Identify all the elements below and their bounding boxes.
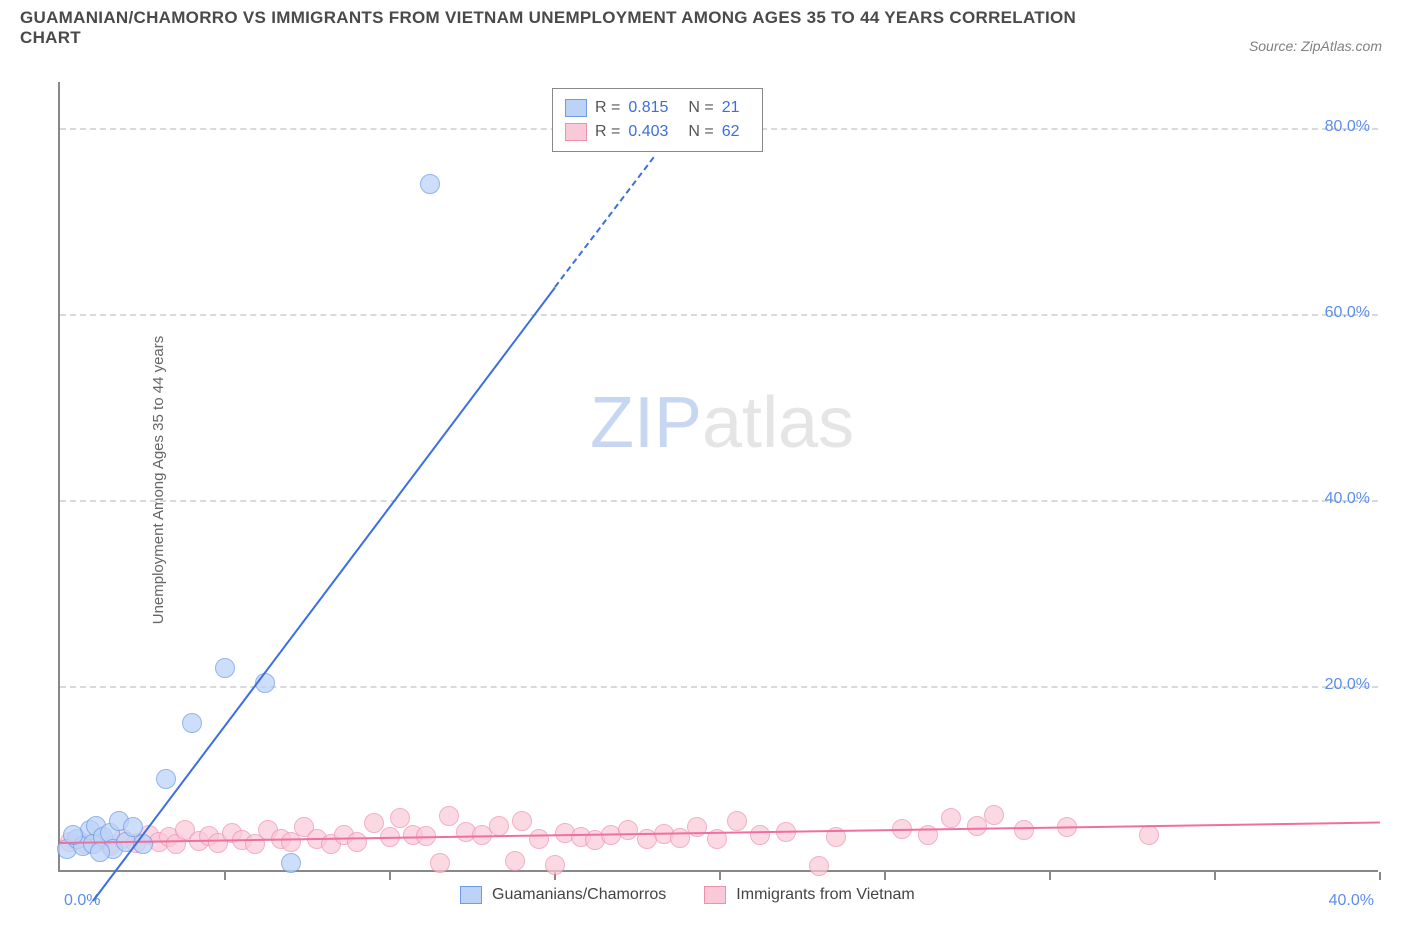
pink-point (809, 856, 829, 876)
trend-line-dashed (554, 157, 655, 288)
pink-point (1139, 825, 1159, 845)
y-tick-label: 80.0% (1325, 118, 1370, 136)
pink-point (529, 829, 549, 849)
pink-point (618, 820, 638, 840)
chart-plot-area: ZIPatlas 20.0%40.0%60.0%80.0%0.0%40.0%R … (58, 82, 1378, 872)
legend-r-value: 0.815 (628, 96, 680, 120)
blue-point (90, 842, 110, 862)
pink-point (687, 817, 707, 837)
legend-n-label: N = (688, 120, 713, 144)
watermark-atlas: atlas (702, 383, 854, 463)
x-tick-mark (1379, 872, 1381, 880)
legend-n-label: N = (688, 96, 713, 120)
x-tick-mark (719, 872, 721, 880)
pink-point (941, 808, 961, 828)
pink-point (489, 816, 509, 836)
legend-row: R = 0.403 N = 62 (565, 120, 750, 144)
legend-r-label: R = (595, 120, 620, 144)
x-tick-mark (1214, 872, 1216, 880)
pink-point (545, 855, 565, 875)
pink-point (727, 811, 747, 831)
series-legend: Guamanians/Chamorros Immigrants from Viet… (460, 886, 943, 904)
blue-point (281, 853, 301, 873)
x-tick-label: 40.0% (1329, 892, 1374, 910)
x-tick-mark (389, 872, 391, 880)
legend-swatch (460, 886, 482, 904)
legend-row: R = 0.815 N = 21 (565, 96, 750, 120)
x-tick-mark (884, 872, 886, 880)
pink-point (390, 808, 410, 828)
pink-point (430, 853, 450, 873)
gridline-horizontal (60, 500, 1378, 502)
watermark: ZIPatlas (590, 382, 854, 464)
pink-point (1014, 820, 1034, 840)
legend-n-value: 21 (722, 96, 750, 120)
legend-r-label: R = (595, 96, 620, 120)
pink-point (505, 851, 525, 871)
legend-series-label: Immigrants from Vietnam (736, 886, 914, 904)
correlation-legend: R = 0.815 N = 21 R = 0.403 N = 62 (552, 88, 763, 152)
trend-line (92, 287, 556, 902)
y-tick-label: 20.0% (1325, 676, 1370, 694)
pink-point (750, 825, 770, 845)
pink-point (984, 805, 1004, 825)
chart-title: GUAMANIAN/CHAMORRO VS IMMIGRANTS FROM VI… (20, 8, 1120, 48)
x-tick-mark (1049, 872, 1051, 880)
legend-swatch (565, 123, 587, 141)
x-tick-mark (224, 872, 226, 880)
legend-r-value: 0.403 (628, 120, 680, 144)
blue-point (156, 769, 176, 789)
pink-point (347, 832, 367, 852)
watermark-zip: ZIP (590, 383, 702, 463)
blue-point (182, 713, 202, 733)
pink-point (512, 811, 532, 831)
blue-point (420, 174, 440, 194)
legend-swatch (565, 99, 587, 117)
blue-point (215, 658, 235, 678)
gridline-horizontal (60, 314, 1378, 316)
legend-n-value: 62 (722, 120, 750, 144)
y-tick-label: 60.0% (1325, 304, 1370, 322)
pink-point (364, 813, 384, 833)
pink-point (439, 806, 459, 826)
legend-series-label: Guamanians/Chamorros (492, 886, 666, 904)
y-tick-label: 40.0% (1325, 490, 1370, 508)
source-attribution: Source: ZipAtlas.com (1249, 38, 1382, 54)
legend-swatch (704, 886, 726, 904)
